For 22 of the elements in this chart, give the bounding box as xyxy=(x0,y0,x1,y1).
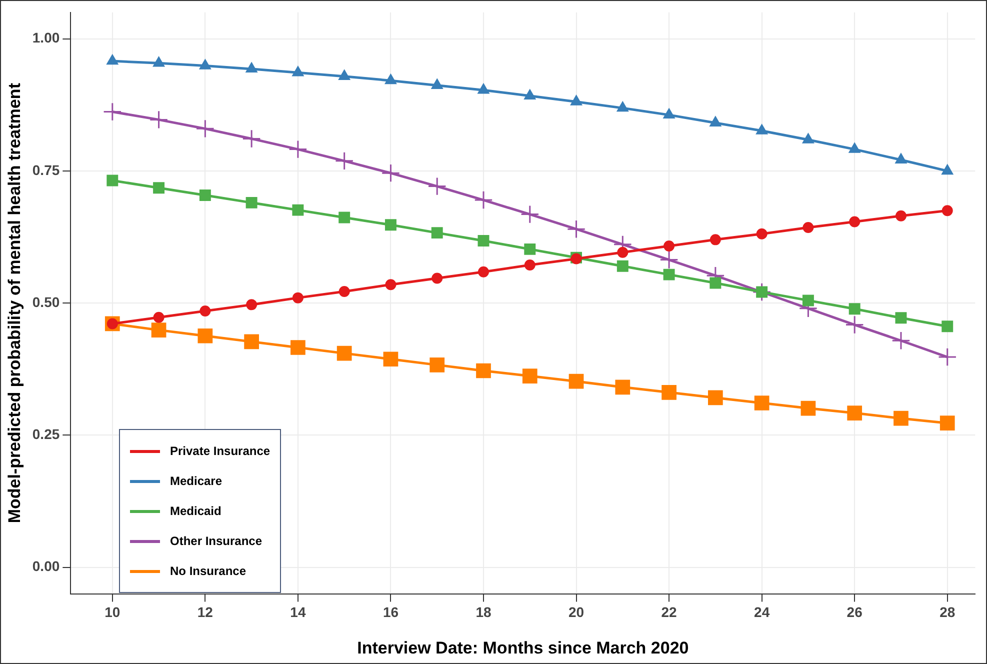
x-tick-label: 20 xyxy=(568,604,584,620)
legend-label: Private Insurance xyxy=(170,444,270,458)
x-tick-label: 16 xyxy=(382,604,399,620)
x-tick-label: 26 xyxy=(846,604,863,620)
x-tick-label: 18 xyxy=(476,604,492,620)
y-tick-label: 0.75 xyxy=(32,162,60,178)
x-tick-label: 14 xyxy=(290,604,306,620)
x-axis-title: Interview Date: Months since March 2020 xyxy=(357,638,689,658)
x-tick-label: 12 xyxy=(197,604,214,620)
x-tick-label: 10 xyxy=(104,604,120,620)
x-tick-label: 22 xyxy=(661,604,678,620)
y-tick-label: 0.50 xyxy=(32,294,60,310)
y-tick-label: 1.00 xyxy=(32,30,60,46)
legend-label: Medicare xyxy=(170,474,222,488)
x-tick-label: 24 xyxy=(754,604,770,620)
legend-label: Other Insurance xyxy=(170,534,262,548)
y-tick-label: 0.00 xyxy=(32,558,60,574)
legend-label: No Insurance xyxy=(170,564,246,578)
y-tick-label: 0.25 xyxy=(32,426,60,442)
y-axis-title: Model-predicted probability of mental health treatment xyxy=(4,82,24,524)
x-tick-label: 28 xyxy=(940,604,956,620)
legend-label: Medicaid xyxy=(170,504,222,518)
